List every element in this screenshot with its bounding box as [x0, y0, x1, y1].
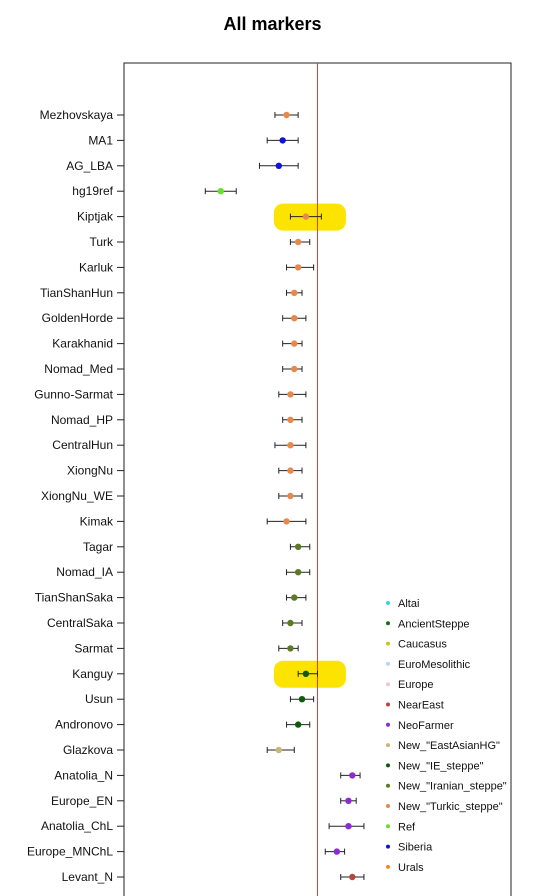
data-point — [291, 594, 298, 601]
y-tick-label: Usun — [85, 692, 113, 706]
data-point — [283, 111, 290, 119]
y-tick-label: Gunno-Sarmat — [34, 387, 113, 401]
data-point — [275, 746, 282, 754]
y-tick-label: Kimak — [80, 514, 114, 528]
y-tick-label: TianShanSaka — [35, 591, 114, 605]
y-tick-label: GoldenHorde — [42, 311, 114, 325]
data-point — [291, 289, 298, 296]
legend-label: NearEast — [398, 700, 444, 712]
data-point — [302, 670, 310, 677]
y-tick-label: CentralHun — [52, 438, 113, 452]
data-point — [291, 365, 298, 373]
legend-swatch — [386, 682, 390, 687]
y-tick-label: Levant_N — [62, 870, 113, 884]
data-point — [287, 391, 294, 398]
legend-label: AncientSteppe — [398, 618, 470, 630]
legend-swatch — [386, 641, 390, 646]
y-tick-label: Nomad_Med — [44, 362, 113, 376]
data-point — [279, 137, 286, 144]
data-point — [294, 569, 302, 576]
legend-swatch — [386, 783, 390, 788]
y-tick-label: Mezhovskaya — [40, 108, 114, 122]
legend-swatch — [386, 844, 390, 849]
legend-label: EuroMesolithic — [398, 659, 471, 671]
data-point — [287, 467, 294, 474]
y-tick-label: Kanguy — [72, 667, 113, 681]
legend-label: New_"EastAsianHG" — [398, 740, 500, 752]
y-tick-label: Anatolia_ChL — [41, 819, 113, 833]
y-axis: Mezhovskaya MA1 AG_LBA hg19ref Kiptjak Turk Ka… — [27, 108, 124, 884]
y-tick-label: Kiptjak — [77, 210, 114, 224]
legend-swatch — [386, 864, 390, 869]
legend-label: NeoFarmer — [398, 720, 454, 732]
y-tick-label: Nomad_HP — [51, 413, 113, 427]
legend-label: New_"Turkic_steppe" — [398, 801, 503, 813]
legend-swatch — [386, 601, 390, 605]
legend-swatch — [386, 804, 390, 808]
y-tick-label: Tagar — [83, 540, 113, 554]
y-tick-label: hg19ref — [72, 184, 113, 198]
y-tick-label: Nomad_IA — [56, 565, 113, 579]
y-tick-label: Glazkova — [63, 743, 113, 757]
legend-swatch — [386, 722, 390, 727]
data-point — [275, 162, 282, 169]
y-tick-label: CentralSaka — [47, 616, 113, 630]
legend-label: Europe — [398, 679, 433, 691]
legend-label: New_"IE_steppe" — [398, 760, 484, 772]
y-tick-label: AG_LBA — [66, 159, 113, 173]
data-point — [349, 873, 356, 881]
y-tick-label: Karluk — [79, 260, 114, 274]
data-point — [287, 645, 294, 652]
data-point — [287, 619, 294, 627]
legend-label: Caucasus — [398, 639, 447, 651]
y-tick-label: Andronovo — [55, 718, 113, 732]
legend-swatch — [386, 824, 390, 829]
data-point — [302, 213, 310, 220]
y-tick-label: Sarmat — [74, 641, 113, 655]
data-point — [287, 492, 294, 500]
legend-swatch — [386, 743, 390, 748]
y-tick-label: Turk — [89, 235, 114, 249]
data-point — [287, 416, 294, 423]
data-point — [283, 518, 290, 525]
legend-swatch — [386, 702, 390, 707]
legend-label: Ref — [398, 821, 416, 833]
data-point — [345, 823, 352, 830]
legend-label: Altai — [398, 598, 419, 610]
y-tick-label: Anatolia_N — [54, 768, 113, 782]
data-point — [294, 721, 302, 728]
y-tick-label: XiongNu — [67, 464, 113, 478]
data-point — [287, 442, 294, 449]
data-point — [333, 848, 341, 855]
y-tick-label: Europe_MNChL — [27, 845, 113, 859]
data-point — [294, 543, 302, 550]
legend-label: Urals — [398, 862, 424, 874]
data-point — [345, 797, 352, 804]
data-point — [298, 696, 306, 703]
data-point — [349, 772, 356, 779]
legend-label: New_"Iranian_steppe" — [398, 781, 507, 793]
data-marks — [204, 111, 365, 881]
data-point — [217, 188, 224, 195]
data-point — [291, 340, 298, 347]
chart-title: All markers — [223, 14, 322, 34]
legend-swatch — [386, 661, 390, 666]
legend-label: Siberia — [398, 842, 433, 854]
y-tick-label: TianShanHun — [40, 286, 113, 300]
y-tick-label: XiongNu_WE — [41, 489, 113, 503]
data-point — [294, 264, 302, 271]
data-point — [291, 315, 298, 322]
y-tick-label: Europe_EN — [51, 794, 113, 808]
y-tick-label: Karakhanid — [52, 337, 113, 351]
legend-swatch — [386, 621, 390, 626]
y-tick-label: MA1 — [88, 133, 113, 147]
legend: Altai AncientSteppe Caucasus EuroMesolithic… — [386, 598, 507, 874]
legend-swatch — [386, 763, 390, 768]
data-point — [294, 238, 302, 246]
